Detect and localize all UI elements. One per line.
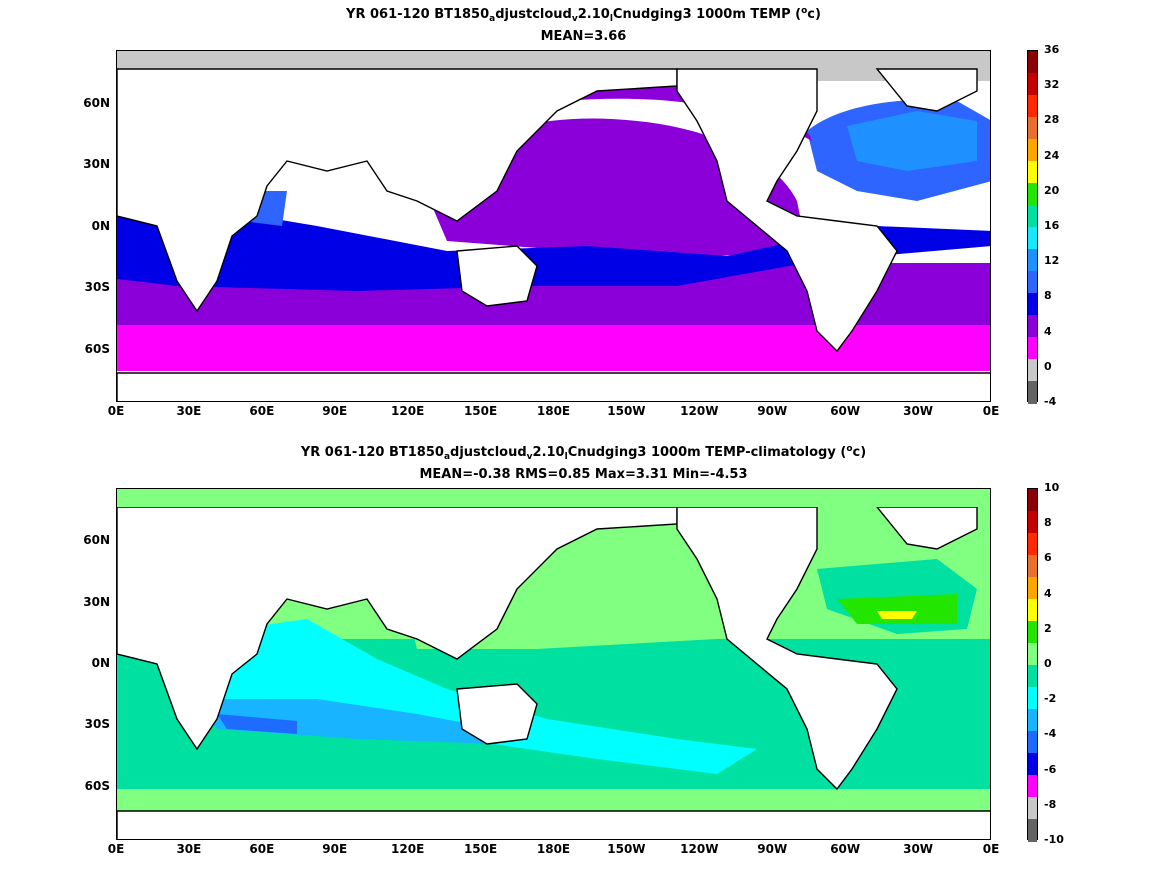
y-tick-30s-p2: 30S (84, 717, 110, 731)
colorbar-segment (1028, 753, 1037, 776)
y-tick-30n: 30N (83, 157, 110, 171)
x-tick-label: 0E (107, 842, 125, 856)
x-tick-label: 150W (607, 842, 646, 856)
panel2-title: YR 061-120 BT1850adjustcloudv2.10lCnudgi… (300, 444, 867, 462)
colorbar-segment (1028, 249, 1037, 272)
x-tick-label: 90E (322, 842, 348, 856)
colorbar-segment (1028, 819, 1037, 842)
x-tick-label: 30W (903, 842, 934, 856)
x-tick-label: 90W (757, 404, 788, 418)
colorbar-label: 10 (1044, 481, 1060, 494)
colorbar-segment (1028, 337, 1037, 360)
y-tick-0n-p2: 0N (91, 656, 110, 670)
colorbar-label: 4 (1044, 324, 1052, 338)
colorbar-segment (1028, 665, 1037, 688)
colorbar-label: -4 (1044, 727, 1057, 741)
colorbar-segment (1028, 205, 1037, 228)
colorbar-segment (1028, 271, 1037, 294)
colorbar-label: 0 (1044, 359, 1052, 373)
colorbar-segment (1028, 511, 1037, 534)
x-tick-label: 90E (322, 404, 348, 418)
colorbar-segment (1028, 117, 1037, 140)
colorbar-segment (1028, 139, 1037, 162)
x-tick-label: 120E (391, 842, 425, 856)
y-tick-60s-p2: 60S (84, 779, 110, 793)
panel2-map (116, 488, 991, 840)
x-tick-label: 60W (830, 842, 861, 856)
x-tick-label: 60E (249, 842, 275, 856)
y-tick-60n-p2: 60N (83, 533, 110, 547)
colorbar-segment (1028, 315, 1037, 338)
colorbar-label: 24 (1044, 148, 1060, 162)
x-tick-label: 150E (463, 842, 498, 856)
colorbar-segment (1028, 227, 1037, 250)
panel2-colorbar (1027, 488, 1038, 842)
x-tick-label: 30E (176, 404, 202, 418)
colorbar-segment (1028, 731, 1037, 754)
colorbar-segment (1028, 183, 1037, 206)
colorbar-label: 32 (1044, 78, 1060, 92)
y-tick-0n: 0N (91, 219, 110, 233)
panel1-title: YR 061-120 BT1850adjustcloudv2.10lCnudgi… (346, 6, 821, 24)
x-tick-label: 120E (391, 404, 425, 418)
colorbar-segment (1028, 775, 1037, 798)
colorbar-label: -4 (1044, 395, 1057, 408)
panel1-stats: MEAN=3.66 (540, 29, 627, 44)
colorbar-label: 12 (1044, 254, 1060, 268)
x-tick-label: 120W (680, 842, 719, 856)
colorbar-label: 36 (1044, 43, 1060, 56)
colorbar-label: -8 (1044, 797, 1057, 811)
x-tick-label: 60E (249, 404, 275, 418)
y-tick-60s: 60S (84, 342, 110, 356)
colorbar-segment (1028, 51, 1037, 74)
colorbar-label: 20 (1044, 183, 1060, 197)
colorbar-segment (1028, 95, 1037, 118)
colorbar-label: 8 (1044, 516, 1052, 530)
x-tick-label: 120W (680, 404, 719, 418)
y-tick-30n-p2: 30N (83, 595, 110, 609)
x-tick-label: 0E (982, 404, 1000, 418)
colorbar-label: 4 (1044, 586, 1052, 600)
colorbar-segment (1028, 797, 1037, 820)
x-tick-label: 30E (176, 842, 202, 856)
colorbar-segment (1028, 161, 1037, 184)
panel1-colorbar (1027, 50, 1038, 404)
colorbar-segment (1028, 381, 1037, 404)
colorbar-label: 8 (1044, 289, 1052, 303)
colorbar-segment (1028, 599, 1037, 622)
colorbar-label: 2 (1044, 621, 1052, 635)
colorbar-label: -2 (1044, 692, 1057, 706)
x-tick-label: 30W (903, 404, 934, 418)
x-tick-label: 60W (830, 404, 861, 418)
x-tick-label: 90W (757, 842, 788, 856)
x-tick-label: 0E (107, 404, 125, 418)
x-tick-label: 150E (463, 404, 498, 418)
colorbar-segment (1028, 687, 1037, 710)
colorbar-label: 16 (1044, 219, 1060, 232)
x-tick-label: 180E (536, 842, 571, 856)
colorbar-label: -6 (1044, 762, 1057, 776)
colorbar-segment (1028, 73, 1037, 96)
x-tick-label: 150W (607, 404, 646, 418)
colorbar-label: -10 (1044, 833, 1064, 846)
colorbar-segment (1028, 489, 1037, 512)
x-tick-label: 0E (982, 842, 1000, 856)
colorbar-segment (1028, 555, 1037, 578)
colorbar-label: 28 (1044, 113, 1060, 127)
colorbar-label: 0 (1044, 657, 1052, 670)
panel1-map (116, 50, 991, 402)
y-tick-30s: 30S (84, 280, 110, 294)
colorbar-segment (1028, 359, 1037, 382)
colorbar-segment (1028, 709, 1037, 732)
panel2-stats: MEAN=-0.38 RMS=0.85 Max=3.31 Min=-4.53 (419, 467, 748, 482)
colorbar-segment (1028, 621, 1037, 644)
colorbar-segment (1028, 533, 1037, 556)
colorbar-label: 6 (1044, 551, 1052, 565)
y-tick-60n: 60N (83, 96, 110, 110)
colorbar-segment (1028, 577, 1037, 600)
colorbar-segment (1028, 643, 1037, 666)
colorbar-segment (1028, 293, 1037, 316)
x-tick-label: 180E (536, 404, 571, 418)
